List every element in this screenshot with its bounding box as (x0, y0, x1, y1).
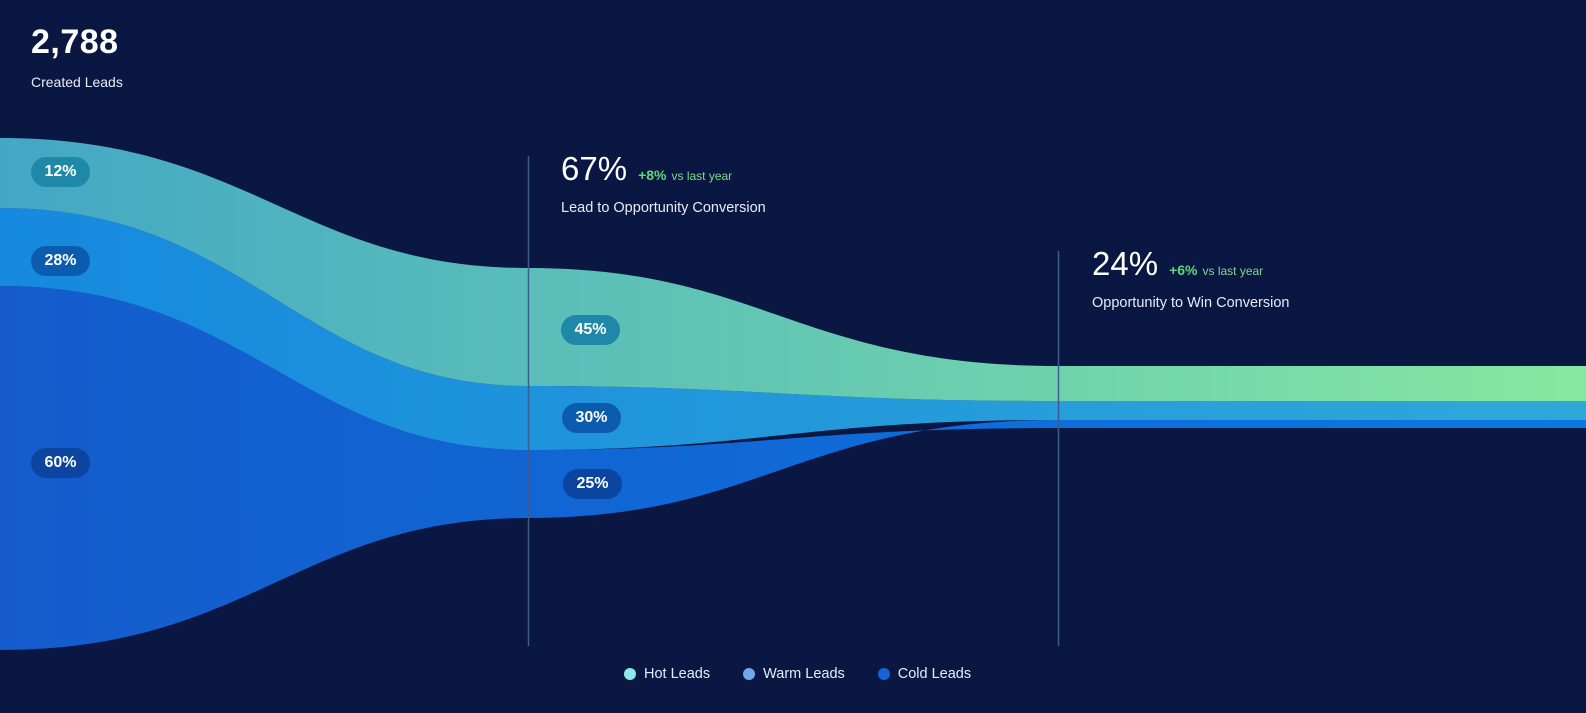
hot-opportunity-share-badge: 45% (561, 315, 620, 345)
stage-lead-to-opportunity: 67% +8% vs last year Lead to Opportunity… (561, 150, 766, 216)
legend-item-warm[interactable]: Warm Leads (743, 666, 845, 682)
legend-swatch-warm (743, 668, 756, 680)
warm-opportunity-share-badge: 30% (562, 403, 621, 433)
legend-item-cold[interactable]: Cold Leads (877, 666, 972, 682)
stage-opportunity-to-win: 24% +6% vs last year Opportunity to Win … (1092, 245, 1289, 311)
legend-label-cold: Cold Leads (897, 666, 972, 682)
series-band-cold (0, 286, 1586, 650)
chart-legend: Hot Leads Warm Leads Cold Leads (624, 666, 1004, 682)
warm-leads-share-badge: 28% (31, 246, 90, 276)
series-band-warm (0, 208, 1586, 450)
stage-label: Lead to Opportunity Conversion (561, 200, 766, 216)
cold-opportunity-share-badge: 25% (563, 469, 622, 499)
created-leads-value: 2,788 (31, 23, 119, 61)
created-leads-summary: 2,788 Created Leads (31, 22, 123, 90)
legend-item-hot[interactable]: Hot Leads (624, 666, 710, 682)
legend-swatch-hot (624, 668, 636, 680)
series-band-hot (0, 138, 1586, 401)
cold-leads-share-badge: 60% (31, 448, 90, 478)
legend-swatch-cold (877, 668, 890, 680)
created-leads-label: Created Leads (31, 74, 123, 90)
stage-delta-badge: +8% (638, 167, 667, 183)
legend-label-warm: Warm Leads (763, 666, 845, 682)
stage-conversion-value: 67% (561, 150, 628, 187)
stage-delta-caption: vs last year (1202, 264, 1264, 278)
stage-label: Opportunity to Win Conversion (1092, 295, 1290, 311)
stage-delta-badge: +6% (1169, 262, 1198, 278)
legend-label-hot: Hot Leads (644, 666, 711, 682)
stage-conversion-value: 24% (1092, 245, 1159, 282)
hot-leads-share-badge: 12% (31, 157, 90, 187)
stage-delta-caption: vs last year (671, 169, 733, 183)
